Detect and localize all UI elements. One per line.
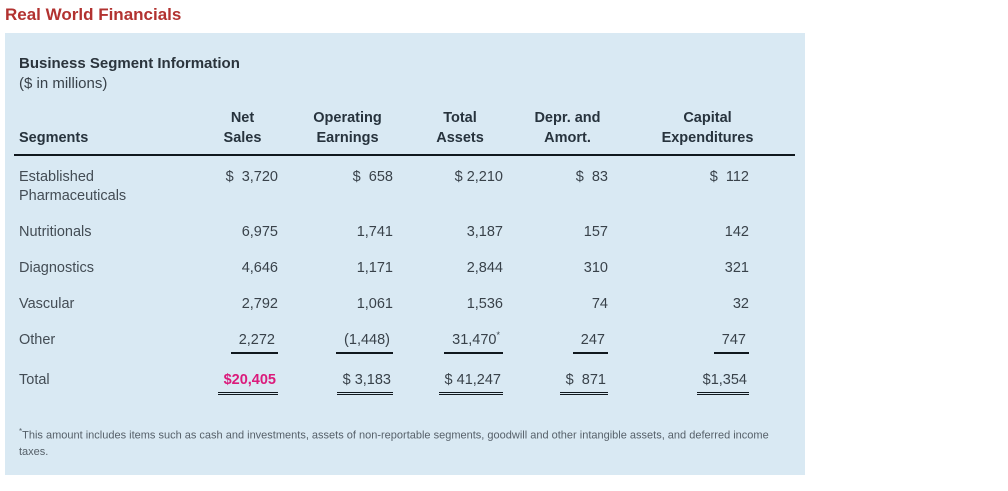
footnote: *This amount includes items such as cash… (19, 426, 779, 461)
cell-capital-expenditures: 747 (620, 323, 795, 363)
column-header-segments-label: Segments (19, 129, 89, 146)
cell-net-sales: $20,405 (195, 363, 290, 404)
cell-net-sales: $ 3,720 (225, 169, 278, 186)
cell-net-sales: 4,646 (241, 260, 278, 277)
table-row-diagnostics: Diagnostics 4,646 1,171 2,844 310 321 (14, 251, 795, 287)
cell-depr-amort: $ 83 (575, 169, 608, 186)
footnote-text: This amount includes items such as cash … (19, 429, 769, 459)
cell-operating-earnings: (1,448) (290, 323, 405, 363)
cell-net-sales: 2,792 (241, 296, 278, 313)
business-segment-table: Segments Net Sales Operating Earnings To… (14, 109, 795, 404)
cell-operating-earnings: $ 3,183 (290, 363, 405, 404)
cell-capital-expenditures: 32 (732, 296, 749, 313)
column-header-operating-earnings: Operating Earnings (290, 109, 405, 157)
cell-depr-amort: 157 (583, 224, 608, 241)
column-header-capital-expenditures: Capital Expenditures (620, 109, 795, 157)
table-row-vascular: Vascular 2,792 1,061 1,536 74 32 (14, 287, 795, 323)
cell-total-assets: $ 2,210 (454, 169, 503, 186)
cell-operating-earnings: 1,061 (356, 296, 393, 313)
cell-depr-amort: 74 (591, 296, 608, 313)
segment-label: Established Pharmaceuticals (19, 169, 127, 205)
cell-operating-earnings: 1,741 (356, 224, 393, 241)
header-row: Segments Net Sales Operating Earnings To… (14, 109, 795, 157)
column-header-total-assets: Total Assets (405, 109, 515, 157)
table-row-nutritionals: Nutritionals 6,975 1,741 3,187 157 142 (14, 215, 795, 251)
total-net-sales-highlight: $20,405 (217, 371, 278, 396)
cell-total-assets: 31,470* (405, 323, 515, 363)
cell-total-assets: $ 41,247 (405, 363, 515, 404)
cell-capital-expenditures: $1,354 (620, 363, 795, 404)
segment-label: Nutritionals (19, 224, 92, 241)
segment-label: Other (19, 332, 56, 349)
cell-total-assets: 1,536 (466, 296, 503, 313)
cell-operating-earnings: 1,171 (356, 260, 393, 277)
segment-info-panel: Business Segment Information ($ in milli… (5, 33, 805, 475)
table-row-other: Other 2,272 (1,448) 31,470* 247 747 (14, 323, 795, 363)
column-header-net-sales: Net Sales (195, 109, 290, 157)
cell-total-assets: 3,187 (466, 224, 503, 241)
column-header-depr-amort: Depr. and Amort. (515, 109, 620, 157)
cell-operating-earnings: $ 658 (352, 169, 393, 186)
table-row-established-pharmaceuticals: Established Pharmaceuticals $ 3,720 $ 65… (14, 155, 795, 215)
footnote-marker: * (19, 427, 23, 437)
column-header-segments: Segments (14, 109, 195, 157)
cell-total-assets: 2,844 (466, 260, 503, 277)
cell-net-sales: 6,975 (241, 224, 278, 241)
cell-capital-expenditures: $ 112 (709, 169, 749, 186)
segment-label: Total (19, 372, 50, 389)
page-title: Real World Financials (5, 5, 182, 24)
cell-depr-amort: 247 (515, 323, 620, 363)
cell-capital-expenditures: 321 (724, 260, 749, 277)
cell-net-sales: 2,272 (195, 323, 290, 363)
cell-depr-amort: $ 871 (515, 363, 620, 404)
table-row-total: Total $20,405 $ 3,183 $ 41,247 $ 871 $1,… (14, 363, 795, 404)
cell-capital-expenditures: 142 (724, 224, 749, 241)
segment-label: Diagnostics (19, 260, 94, 277)
panel-subheading: ($ in millions) (19, 74, 108, 92)
panel-heading: Business Segment Information (19, 55, 240, 72)
asterisk-note-marker: * (496, 330, 500, 341)
cell-depr-amort: 310 (583, 260, 608, 277)
segment-label: Vascular (19, 296, 75, 313)
